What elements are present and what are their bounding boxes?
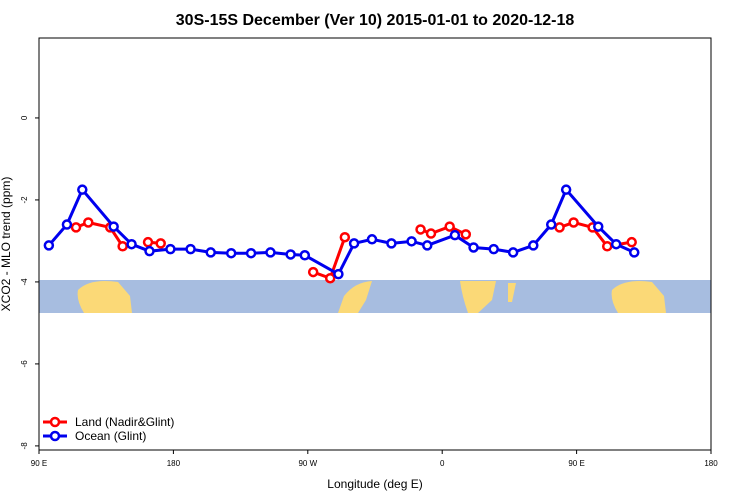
series-line: [419, 224, 467, 236]
y-tick-label: -2: [20, 196, 29, 204]
data-point: [245, 247, 257, 259]
y-tick-label: 0: [20, 115, 29, 120]
data-point: [415, 224, 426, 235]
data-point: [307, 266, 319, 278]
data-point: [386, 238, 397, 249]
data-point: [628, 247, 640, 258]
x-tick-label: 90 E: [31, 459, 47, 468]
legend-marker: [49, 416, 61, 428]
map-strip: [39, 280, 711, 313]
data-point: [601, 241, 613, 252]
data-point: [61, 219, 73, 230]
data-point: [333, 268, 344, 280]
data-point: [165, 243, 176, 255]
data-point: [468, 242, 479, 253]
data-point: [507, 247, 519, 258]
data-point: [70, 222, 82, 233]
chart-title: 30S-15S December (Ver 10) 2015-01-01 to …: [176, 12, 575, 29]
data-point: [142, 236, 154, 248]
data-point: [593, 221, 604, 232]
data-point: [117, 241, 128, 252]
data-point: [422, 240, 433, 251]
data-point: [449, 229, 461, 241]
data-point: [406, 236, 417, 247]
data-point: [299, 250, 311, 261]
data-point: [545, 219, 557, 230]
series-line: [47, 186, 635, 277]
x-tick-label: 90 W: [298, 459, 317, 468]
data-point: [205, 247, 216, 258]
x-axis-label: Longitude (deg E): [327, 477, 422, 491]
y-tick-label: -4: [20, 278, 29, 286]
plot-frame: [38, 37, 712, 451]
legend-label: Ocean (Glint): [75, 429, 146, 443]
series-line: [75, 220, 124, 248]
data-point: [285, 249, 296, 260]
data-point: [265, 247, 276, 258]
data-point: [626, 236, 637, 248]
x-tick-label: 90 E: [568, 459, 584, 468]
x-tick-label: 180: [167, 459, 181, 468]
y-tick-label: -8: [20, 442, 29, 450]
data-point: [225, 247, 237, 259]
y-axis-label: XCO2 - MLO trend (ppm): [0, 177, 13, 312]
data-point: [339, 231, 351, 243]
data-point: [185, 243, 196, 255]
data-point: [568, 217, 579, 228]
data-point: [324, 272, 336, 284]
data-point: [560, 184, 572, 195]
data-point: [77, 184, 88, 195]
data-point: [366, 234, 378, 245]
data-point: [610, 238, 622, 250]
data-point: [460, 229, 472, 240]
data-point: [144, 245, 155, 257]
data-point: [488, 243, 499, 255]
data-point: [108, 221, 119, 232]
data-point: [155, 238, 166, 249]
data-point: [425, 228, 437, 239]
x-tick-label: 180: [704, 459, 718, 468]
data-point: [444, 221, 455, 232]
data-point: [528, 240, 539, 251]
data-point: [83, 217, 94, 228]
legend-marker: [49, 430, 61, 442]
data-point: [348, 238, 360, 249]
data-point: [554, 222, 565, 233]
data-point: [126, 238, 137, 250]
legend-label: Land (Nadir&Glint): [75, 415, 174, 429]
data-point: [43, 240, 55, 251]
y-tick-label: -6: [20, 360, 29, 368]
x-tick-label: 0: [440, 459, 445, 468]
